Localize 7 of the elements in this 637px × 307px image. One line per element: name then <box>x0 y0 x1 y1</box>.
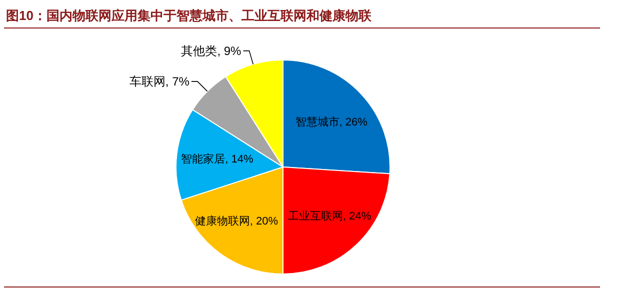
slice-label: 其他类, 9% <box>181 44 242 58</box>
chart-title: 图10：国内物联网应用集中于智慧城市、工业互联网和健康物联 <box>6 8 372 23</box>
slice-label: 车联网, 7% <box>129 74 190 88</box>
slice-label: 智慧城市, 26% <box>295 116 368 129</box>
slice-label: 工业互联网, 24% <box>288 209 372 222</box>
slice-label: 健康物联网, 20% <box>194 214 278 228</box>
slice-label: 智能家居, 14% <box>181 152 254 166</box>
